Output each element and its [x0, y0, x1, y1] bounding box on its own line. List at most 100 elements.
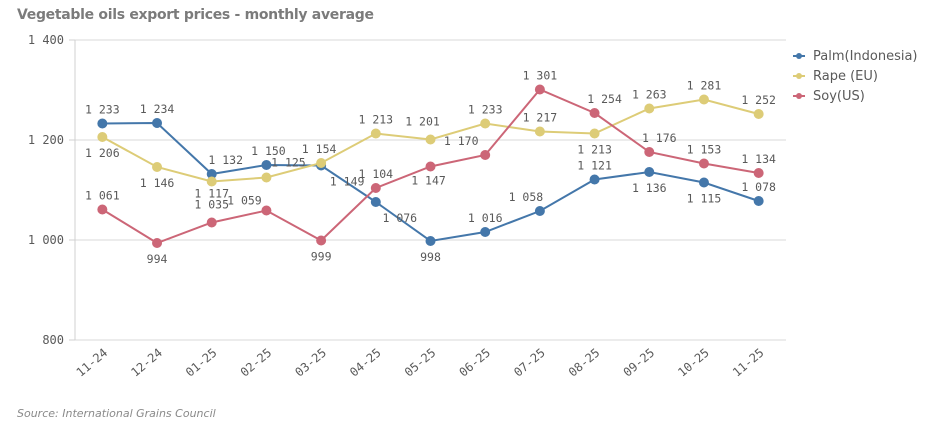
x-tick-label: 05-25 [402, 346, 439, 380]
data-point[interactable] [589, 128, 600, 139]
data-point[interactable] [698, 94, 709, 105]
data-label: 1 147 [411, 174, 446, 188]
legend-label: Rape (EU) [813, 68, 878, 84]
x-tick-label: 01-25 [183, 346, 220, 380]
data-label: 1 301 [523, 69, 558, 83]
data-point[interactable] [370, 197, 381, 207]
data-point[interactable] [206, 169, 217, 179]
data-label: 1 121 [577, 159, 612, 173]
data-label: 1 234 [140, 102, 175, 116]
data-point[interactable] [480, 227, 491, 237]
legend-marker-icon [793, 52, 805, 60]
data-point[interactable] [152, 162, 163, 172]
data-point[interactable] [261, 205, 272, 216]
x-tick-label: 10-25 [675, 346, 712, 380]
data-point[interactable] [698, 158, 709, 169]
data-point[interactable] [206, 176, 217, 187]
data-label: 1 146 [140, 176, 175, 190]
data-label: 1 076 [382, 211, 417, 225]
y-tick-label: 1 200 [28, 133, 64, 147]
data-label: 1 176 [642, 131, 677, 145]
legend-item-palm[interactable]: Palm(Indonesia) [793, 46, 918, 66]
data-point[interactable] [425, 134, 436, 145]
data-label: 1 252 [741, 93, 776, 107]
data-point[interactable] [261, 172, 272, 183]
data-point[interactable] [589, 174, 600, 185]
data-point[interactable] [425, 236, 436, 246]
data-point[interactable] [261, 160, 272, 170]
data-label: 1 217 [523, 111, 558, 125]
data-point[interactable] [97, 132, 108, 142]
data-label: 1 117 [194, 187, 229, 201]
data-label: 1 154 [302, 142, 337, 156]
data-point[interactable] [425, 161, 436, 172]
data-point[interactable] [644, 147, 655, 157]
chart-title: Vegetable oils export prices - monthly a… [17, 7, 374, 23]
data-label: 998 [420, 250, 441, 264]
data-point[interactable] [97, 118, 108, 129]
data-label: 1 149 [330, 175, 365, 189]
data-label: 1 213 [358, 113, 393, 127]
y-tick-label: 1 000 [28, 233, 64, 247]
data-label: 1 016 [468, 211, 503, 225]
data-point[interactable] [152, 238, 163, 248]
data-label: 1 233 [85, 103, 120, 117]
data-label: 1 201 [405, 115, 440, 129]
data-point[interactable] [316, 158, 327, 168]
legend-item-soy[interactable]: Soy(US) [793, 86, 918, 106]
y-axis: 800 1 000 1 200 1 400 [28, 33, 76, 347]
legend-label: Soy(US) [813, 88, 865, 104]
data-point[interactable] [152, 118, 163, 128]
x-tick-label: 02-25 [238, 346, 275, 380]
data-point[interactable] [534, 84, 545, 95]
data-label: 1 213 [577, 143, 612, 157]
legend-marker-icon [793, 92, 805, 100]
data-point[interactable] [534, 206, 545, 216]
legend-item-rape[interactable]: Rape (EU) [793, 66, 918, 86]
legend-marker-icon [793, 72, 805, 80]
data-label: 1 281 [687, 79, 722, 93]
data-label: 1 263 [632, 88, 667, 102]
data-label: 1 059 [227, 194, 262, 208]
grid-lines [75, 39, 786, 341]
data-label: 1 104 [358, 167, 393, 181]
data-labels: 1 233 1 234 1 132 1 150 1 149 1 076 998 1 016 1 … [85, 69, 776, 267]
legend: Palm(Indonesia) Rape (EU) Soy(US) [793, 46, 918, 106]
data-point[interactable] [644, 103, 655, 114]
x-tick-label: 06-25 [456, 346, 493, 380]
x-tick-label: 11-24 [74, 346, 111, 380]
y-tick-label: 1 400 [28, 33, 64, 47]
data-point[interactable] [753, 196, 764, 206]
x-tick-label: 12-24 [128, 346, 165, 380]
data-point[interactable] [480, 118, 491, 129]
data-label: 1 125 [271, 156, 306, 170]
data-point[interactable] [534, 126, 545, 137]
data-label: 1 115 [687, 192, 722, 206]
x-axis: 11-24 12-24 01-25 02-25 03-25 04-25 05-25 06-25… [74, 346, 767, 380]
data-point[interactable] [370, 128, 381, 139]
data-point[interactable] [97, 204, 108, 215]
data-point[interactable] [753, 168, 764, 178]
series-points [97, 84, 764, 248]
data-label: 1 150 [251, 144, 286, 158]
data-label: 1 206 [85, 146, 120, 160]
x-tick-label: 08-25 [566, 346, 603, 380]
data-point[interactable] [480, 150, 491, 160]
data-point[interactable] [206, 217, 217, 228]
x-tick-label: 03-25 [292, 346, 329, 380]
data-point[interactable] [644, 167, 655, 177]
data-label: 999 [311, 250, 332, 264]
x-tick-label: 04-25 [347, 346, 384, 380]
y-tick-label: 800 [42, 333, 64, 347]
x-tick-label: 07-25 [511, 346, 548, 380]
data-label: 994 [147, 252, 168, 266]
data-point[interactable] [589, 108, 600, 118]
data-label: 1 132 [208, 153, 243, 167]
data-label: 1 136 [632, 181, 667, 195]
source-note: Source: International Grains Council [17, 407, 216, 420]
data-point[interactable] [698, 177, 709, 188]
data-point[interactable] [370, 183, 381, 193]
data-point[interactable] [753, 109, 764, 119]
data-point[interactable] [316, 235, 327, 246]
